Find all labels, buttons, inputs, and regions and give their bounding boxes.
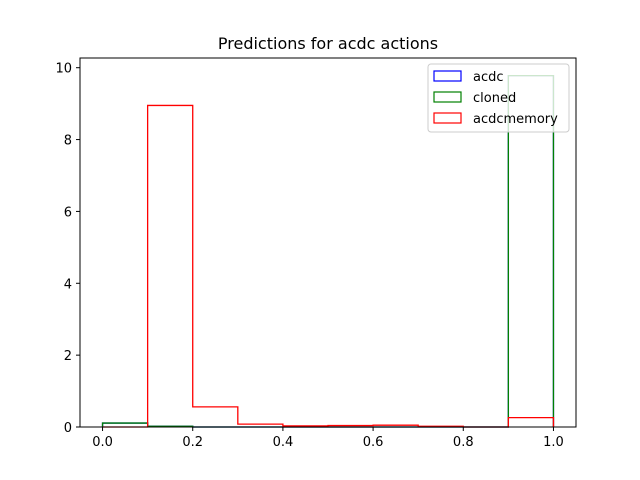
y-tick-label: 4 bbox=[64, 277, 72, 292]
y-tick-label: 0 bbox=[64, 421, 72, 436]
x-tick-label: 1.0 bbox=[543, 435, 564, 450]
axes-frame bbox=[79, 57, 577, 428]
x-tick-label: 0.2 bbox=[182, 435, 203, 450]
legend-swatch-acdcmemory bbox=[433, 112, 462, 124]
legend-swatch-cloned bbox=[433, 91, 462, 103]
axes: 0.0 0.2 0.4 0.6 0.8 1.0 0 2 4 6 8 10 bbox=[55, 57, 577, 450]
y-tick-label: 2 bbox=[64, 349, 72, 364]
chart-title: Predictions for acdc actions bbox=[218, 34, 438, 53]
y-tick-label: 8 bbox=[64, 134, 72, 149]
legend-label-cloned: cloned bbox=[473, 91, 516, 106]
legend-label-acdcmemory: acdcmemory bbox=[473, 112, 558, 127]
legend: acdc cloned acdcmemory bbox=[427, 63, 570, 133]
legend-swatch-acdc bbox=[433, 70, 462, 82]
x-tick-label: 0.6 bbox=[363, 435, 384, 450]
y-tick-label: 6 bbox=[64, 205, 72, 220]
x-tick-label: 0.0 bbox=[92, 435, 113, 450]
legend-box bbox=[427, 63, 570, 133]
y-tick-label: 10 bbox=[55, 62, 72, 77]
legend-label-acdc: acdc bbox=[473, 70, 504, 85]
x-tick-label: 0.4 bbox=[273, 435, 294, 450]
x-tick-label: 0.8 bbox=[453, 435, 474, 450]
